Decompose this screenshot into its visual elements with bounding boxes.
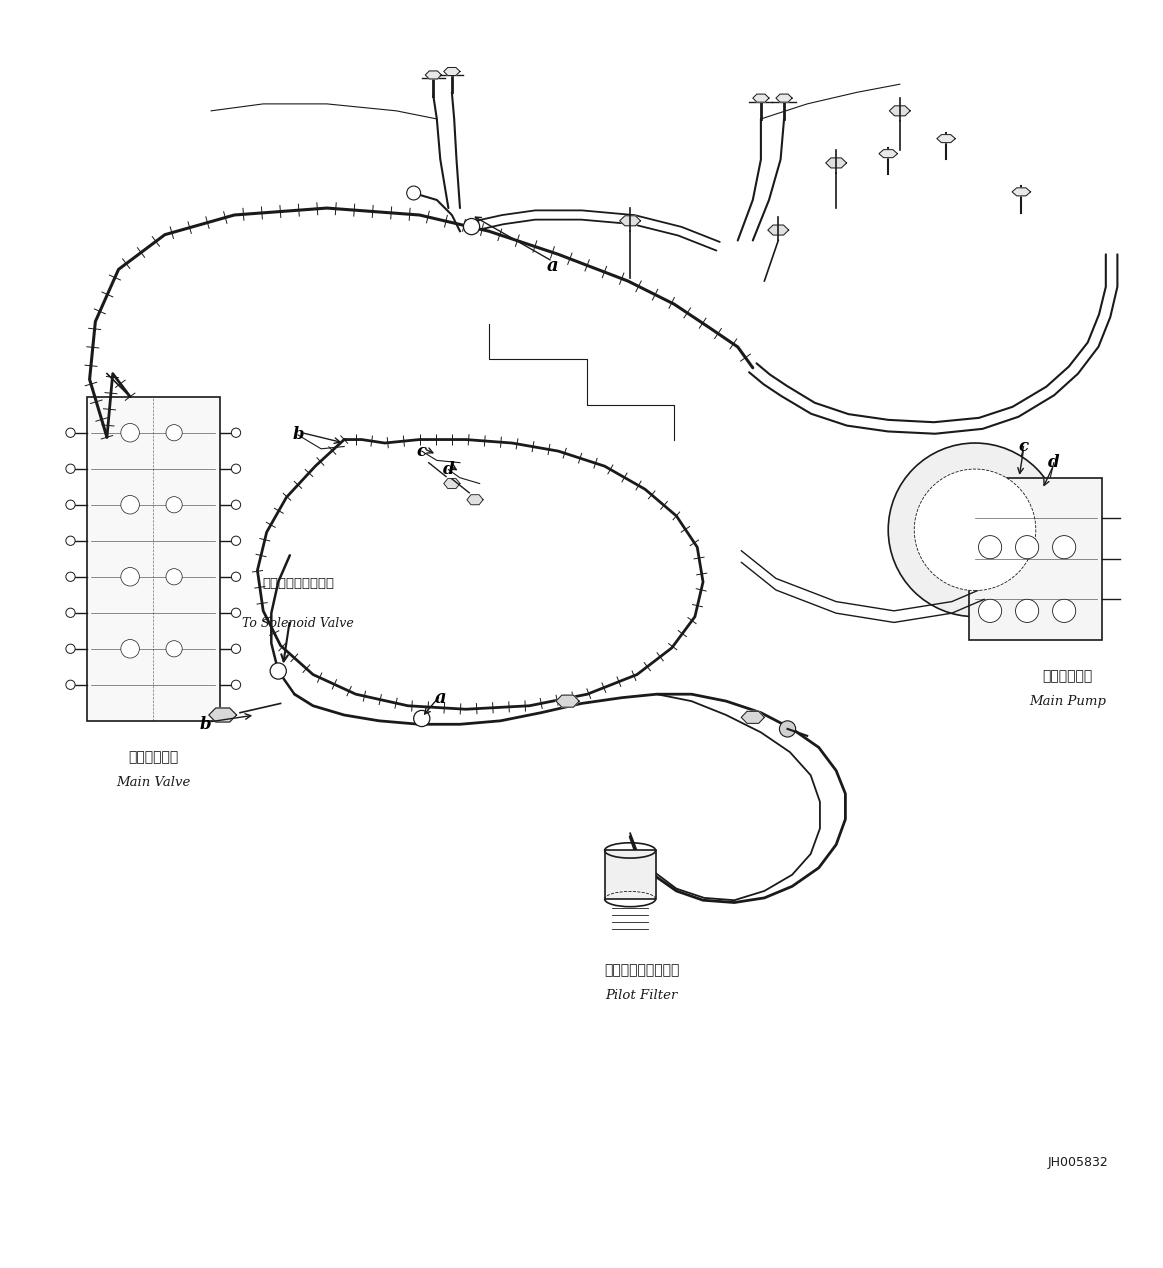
Text: b: b bbox=[292, 426, 304, 444]
Text: Pilot Filter: Pilot Filter bbox=[606, 989, 678, 1002]
Polygon shape bbox=[444, 67, 461, 76]
Text: d: d bbox=[443, 462, 455, 478]
Circle shape bbox=[166, 497, 183, 512]
Text: JH005832: JH005832 bbox=[1048, 1155, 1108, 1169]
Polygon shape bbox=[937, 134, 955, 142]
Circle shape bbox=[978, 535, 1001, 559]
Circle shape bbox=[407, 186, 421, 200]
Circle shape bbox=[66, 536, 76, 545]
Circle shape bbox=[66, 429, 76, 437]
Circle shape bbox=[231, 572, 241, 582]
Text: パイロットフィルタ: パイロットフィルタ bbox=[604, 962, 679, 976]
Polygon shape bbox=[826, 158, 847, 167]
Polygon shape bbox=[466, 495, 483, 505]
Text: メインポンプ: メインポンプ bbox=[1042, 668, 1093, 682]
Circle shape bbox=[914, 469, 1036, 591]
Polygon shape bbox=[741, 711, 764, 723]
Text: a: a bbox=[435, 689, 447, 706]
Text: c: c bbox=[1019, 437, 1029, 455]
Text: c: c bbox=[416, 443, 427, 459]
Circle shape bbox=[121, 424, 140, 443]
Circle shape bbox=[231, 500, 241, 510]
Circle shape bbox=[66, 680, 76, 690]
Circle shape bbox=[66, 609, 76, 618]
Circle shape bbox=[231, 644, 241, 653]
Polygon shape bbox=[426, 71, 442, 79]
Text: a: a bbox=[547, 257, 558, 275]
Text: Main Pump: Main Pump bbox=[1029, 695, 1106, 709]
Text: ソレノイドバルブへ: ソレノイドバルブへ bbox=[262, 577, 334, 590]
Polygon shape bbox=[776, 94, 792, 103]
Text: メインバルブ: メインバルブ bbox=[128, 749, 178, 763]
Circle shape bbox=[779, 720, 795, 737]
Polygon shape bbox=[209, 708, 236, 721]
Circle shape bbox=[1053, 535, 1076, 559]
Circle shape bbox=[166, 425, 183, 441]
Text: To Solenoid Valve: To Solenoid Valve bbox=[242, 616, 354, 630]
Circle shape bbox=[978, 600, 1001, 623]
Circle shape bbox=[66, 500, 76, 510]
Circle shape bbox=[121, 639, 140, 658]
Bar bbox=[605, 851, 656, 899]
Circle shape bbox=[231, 464, 241, 473]
Polygon shape bbox=[890, 105, 911, 115]
Circle shape bbox=[414, 710, 430, 727]
Circle shape bbox=[270, 663, 286, 680]
Polygon shape bbox=[768, 224, 789, 235]
Bar bbox=[87, 397, 220, 720]
Circle shape bbox=[66, 464, 76, 473]
Circle shape bbox=[1015, 535, 1039, 559]
Circle shape bbox=[121, 496, 140, 514]
Text: b: b bbox=[200, 715, 212, 733]
Polygon shape bbox=[620, 216, 641, 226]
Circle shape bbox=[1015, 600, 1039, 623]
Text: Main Valve: Main Valve bbox=[116, 776, 191, 790]
Circle shape bbox=[889, 443, 1062, 616]
Circle shape bbox=[121, 568, 140, 586]
Polygon shape bbox=[879, 150, 898, 157]
Circle shape bbox=[231, 429, 241, 437]
Circle shape bbox=[231, 536, 241, 545]
Circle shape bbox=[231, 609, 241, 618]
Polygon shape bbox=[444, 478, 461, 488]
Circle shape bbox=[166, 568, 183, 585]
Circle shape bbox=[1053, 600, 1076, 623]
Circle shape bbox=[66, 572, 76, 582]
Polygon shape bbox=[556, 695, 579, 708]
Bar bbox=[969, 478, 1103, 640]
Circle shape bbox=[463, 218, 479, 235]
Circle shape bbox=[166, 640, 183, 657]
Circle shape bbox=[66, 644, 76, 653]
Polygon shape bbox=[1012, 188, 1030, 195]
Text: d: d bbox=[1048, 454, 1059, 472]
Polygon shape bbox=[752, 94, 769, 103]
Circle shape bbox=[231, 680, 241, 690]
